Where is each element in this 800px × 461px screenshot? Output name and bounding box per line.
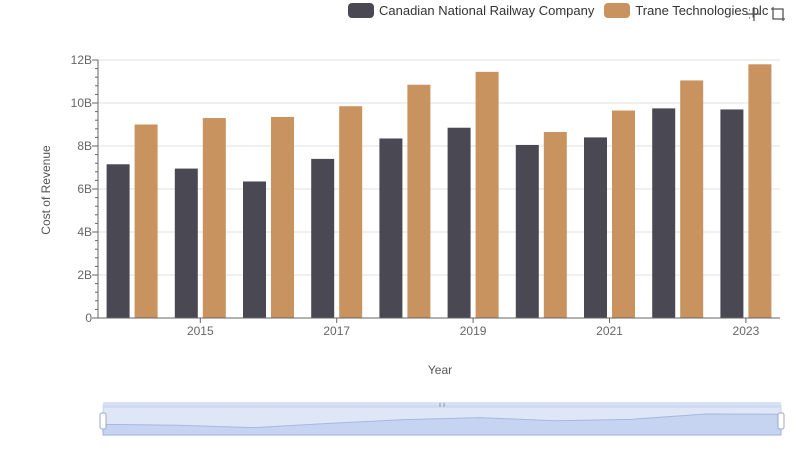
bar-trane[interactable] xyxy=(134,124,158,319)
bar-cn-railway[interactable] xyxy=(447,127,471,318)
bar-trane[interactable] xyxy=(748,64,772,318)
zoom-icon[interactable] xyxy=(745,5,763,23)
slider-selection[interactable] xyxy=(103,405,781,435)
bar-trane[interactable] xyxy=(680,80,704,318)
x-tick-label: 2023 xyxy=(733,324,760,338)
legend-swatch xyxy=(604,3,631,18)
y-axis-title: Cost of Revenue xyxy=(39,145,53,235)
legend-label: Canadian National Railway Company xyxy=(379,3,595,18)
bar-cn-railway[interactable] xyxy=(379,138,403,318)
bar-cn-railway[interactable] xyxy=(311,158,335,318)
x-tick-label: 2021 xyxy=(596,324,623,338)
bar-trane[interactable] xyxy=(475,71,499,318)
bar-series xyxy=(106,64,772,319)
bar-cn-railway[interactable] xyxy=(174,168,198,318)
legend-swatch xyxy=(348,3,374,18)
legend-label: Trane Technologies plc xyxy=(635,3,769,18)
x-tick-label: 2017 xyxy=(323,324,350,338)
y-tick-label: 10B xyxy=(71,96,92,110)
y-tick-label: 0 xyxy=(85,311,92,325)
grid-lines xyxy=(98,59,780,319)
bar-trane[interactable] xyxy=(271,116,294,318)
x-axis: 2015 2017 2019 2021 2023 xyxy=(98,317,780,338)
chart-toolbox xyxy=(745,5,787,23)
x-tick-label: 2015 xyxy=(187,324,214,338)
bar-cn-railway[interactable] xyxy=(652,108,676,318)
slider-handle-left[interactable] xyxy=(99,412,107,430)
slider-top-bar[interactable] xyxy=(103,402,781,408)
bar-cn-railway[interactable] xyxy=(720,109,744,318)
y-tick-label: 12B xyxy=(71,53,92,67)
bar-cn-railway[interactable] xyxy=(106,164,130,318)
x-tick-label: 2019 xyxy=(460,324,487,338)
bar-trane[interactable] xyxy=(543,132,567,318)
slider-handle-right[interactable] xyxy=(777,412,785,430)
bar-trane[interactable] xyxy=(202,118,226,318)
legend: Canadian National Railway Company Trane … xyxy=(348,3,778,18)
bar-cn-railway[interactable] xyxy=(584,137,607,318)
restore-icon[interactable] xyxy=(769,5,787,23)
y-tick-label: 8B xyxy=(77,139,92,153)
y-tick-label: 2B xyxy=(77,268,92,282)
legend-item-cn-railway[interactable]: Canadian National Railway Company xyxy=(348,3,594,18)
bar-trane[interactable] xyxy=(407,84,431,318)
y-tick-label: 6B xyxy=(77,182,92,196)
bar-cn-railway[interactable] xyxy=(515,144,539,318)
bar-trane[interactable] xyxy=(339,106,363,318)
x-axis-title: Year xyxy=(428,363,452,377)
y-tick-label: 4B xyxy=(77,225,92,239)
legend-item-trane[interactable]: Trane Technologies plc xyxy=(604,3,768,18)
bar-trane[interactable] xyxy=(612,110,635,319)
bar-cn-railway[interactable] xyxy=(243,181,266,318)
data-zoom-slider[interactable] xyxy=(99,402,785,436)
y-axis: 0 2B 4B 6B 8B 10B 12B xyxy=(71,53,99,325)
